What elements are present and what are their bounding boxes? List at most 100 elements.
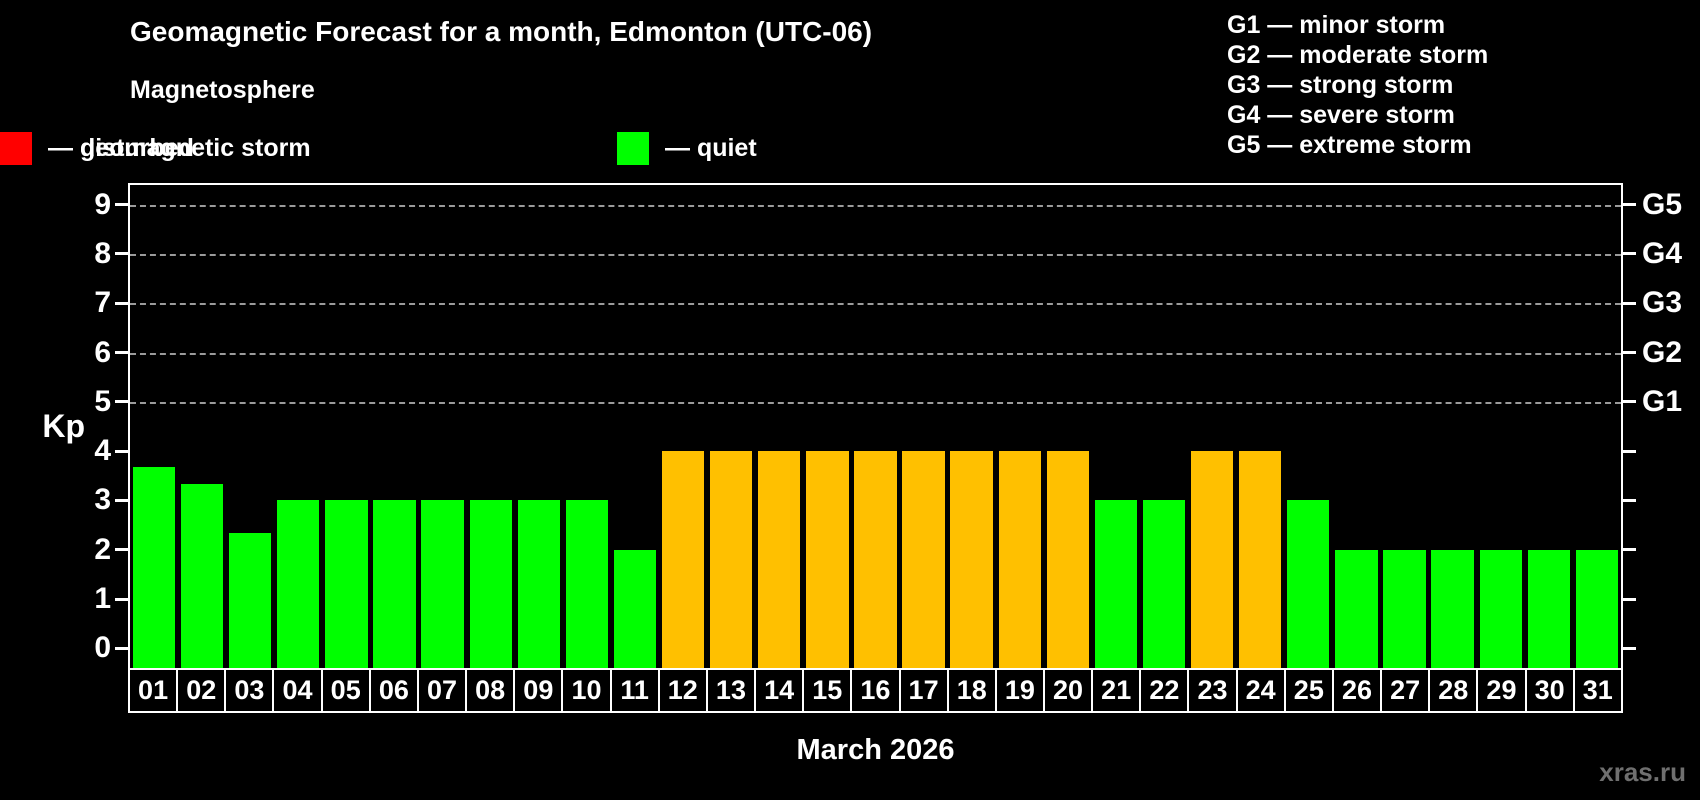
day-label-07: 07 xyxy=(416,668,468,713)
day-label-05: 05 xyxy=(320,668,371,713)
day-label-20: 20 xyxy=(1042,668,1094,713)
bar-slot-14 xyxy=(755,185,803,668)
kp-bar-day-05 xyxy=(325,500,368,668)
day-label-16: 16 xyxy=(850,668,901,713)
day-label-29: 29 xyxy=(1476,668,1527,713)
bar-slot-21 xyxy=(1092,185,1140,668)
bar-slot-23 xyxy=(1188,185,1236,668)
bar-slot-07 xyxy=(419,185,467,668)
day-label-22: 22 xyxy=(1139,668,1190,713)
kp-bar-day-12 xyxy=(661,451,705,668)
right-tick-kp-9 xyxy=(1623,203,1636,207)
kp-bar-day-25 xyxy=(1287,500,1330,668)
day-label-08: 08 xyxy=(465,668,516,713)
left-tick-kp-0 xyxy=(115,646,128,650)
storm-scale-legend: G1 — minor storm G2 — moderate storm G3 … xyxy=(1227,10,1488,160)
right-axis-label-g2: G2 xyxy=(1642,335,1683,369)
plot-grid-layer: 0 1 2 3 4 5 6 7 8 9 G1 G2 G3 G4 G5 xyxy=(94,185,1682,668)
bar-slot-26 xyxy=(1332,185,1380,668)
kp-bar-day-17 xyxy=(902,451,945,668)
bar-slot-20 xyxy=(1044,185,1092,668)
day-label-13: 13 xyxy=(705,668,757,713)
right-tick-kp-0 xyxy=(1623,646,1636,650)
kp-bar-day-04 xyxy=(277,500,320,668)
left-tick-kp-7 xyxy=(115,301,128,305)
left-tick-kp-3 xyxy=(115,498,128,502)
bar-slot-13 xyxy=(707,185,755,668)
kp-bar-day-27 xyxy=(1383,549,1426,668)
day-label-25: 25 xyxy=(1283,668,1334,713)
kp-bar-day-30 xyxy=(1527,549,1570,668)
gridline-kp-5 xyxy=(130,401,1621,404)
bar-slot-22 xyxy=(1140,185,1188,668)
bar-slot-02 xyxy=(178,185,226,668)
kp-bar-day-07 xyxy=(421,500,464,668)
kp-bar-day-21 xyxy=(1094,500,1138,668)
kp-bar-day-31 xyxy=(1575,549,1618,668)
legend-item-quiet: — quiet xyxy=(617,132,757,165)
magnetosphere-label: Magnetosphere xyxy=(130,76,315,104)
gridline-kp-9 xyxy=(130,204,1621,207)
bar-slot-15 xyxy=(803,185,851,668)
legend-item-storm: — geomagnetic storm xyxy=(0,132,311,165)
right-tick-kp-4 xyxy=(1623,449,1636,453)
kp-bar-day-22 xyxy=(1142,500,1186,668)
right-axis-label-g3: G3 xyxy=(1642,286,1683,320)
bar-slot-09 xyxy=(515,185,563,668)
day-label-23: 23 xyxy=(1187,668,1238,713)
storm-color-swatch xyxy=(0,132,32,165)
bar-slot-28 xyxy=(1429,185,1477,668)
kp-bar-day-15 xyxy=(806,451,849,668)
left-tick-kp-5 xyxy=(115,400,128,404)
y-tick-label-2: 2 xyxy=(94,532,111,566)
day-label-17: 17 xyxy=(898,668,949,713)
y-tick-label-1: 1 xyxy=(94,582,111,615)
day-label-19: 19 xyxy=(994,668,1045,713)
kp-bar-day-09 xyxy=(517,500,560,668)
kp-bar-day-10 xyxy=(565,500,609,668)
y-tick-label-4: 4 xyxy=(94,434,111,468)
bar-slot-27 xyxy=(1380,185,1428,668)
day-label-10: 10 xyxy=(561,668,612,713)
left-tick-kp-8 xyxy=(115,252,128,256)
day-label-15: 15 xyxy=(802,668,853,713)
day-label-02: 02 xyxy=(176,668,227,713)
kp-bar-day-16 xyxy=(854,451,897,668)
kp-bar-day-18 xyxy=(950,451,993,668)
bar-slot-25 xyxy=(1284,185,1332,668)
storm-scale-g5: G5 — extreme storm xyxy=(1227,131,1472,159)
day-label-04: 04 xyxy=(272,668,323,713)
day-label-03: 03 xyxy=(224,668,275,713)
kp-bar-day-13 xyxy=(710,451,753,668)
day-label-27: 27 xyxy=(1380,668,1431,713)
bar-slot-01 xyxy=(130,185,178,668)
bar-slot-19 xyxy=(996,185,1044,668)
left-tick-kp-6 xyxy=(115,351,128,355)
right-tick-kp-3 xyxy=(1623,498,1636,502)
day-label-11: 11 xyxy=(609,668,660,713)
x-axis-day-labels: 01 02 03 04 05 06 07 08 09 10 11 12 13 14 15 16 17 18 19 20… xyxy=(128,668,1623,713)
kp-bar-day-20 xyxy=(1046,451,1089,668)
bar-slot-06 xyxy=(370,185,418,668)
day-label-26: 26 xyxy=(1331,668,1383,713)
day-label-30: 30 xyxy=(1524,668,1575,713)
chart-title: Geomagnetic Forecast for a month, Edmont… xyxy=(130,16,873,47)
left-tick-kp-2 xyxy=(115,548,128,552)
quiet-color-swatch xyxy=(617,132,649,165)
y-tick-label-5: 5 xyxy=(94,384,111,418)
bar-slot-05 xyxy=(322,185,370,668)
storm-scale-g4: G4 — severe storm xyxy=(1227,101,1455,129)
day-label-06: 06 xyxy=(368,668,419,713)
kp-bar-day-19 xyxy=(998,451,1041,668)
day-label-24: 24 xyxy=(1235,668,1286,713)
day-label-18: 18 xyxy=(946,668,997,713)
kp-bar-day-03 xyxy=(229,533,272,668)
day-label-28: 28 xyxy=(1428,668,1479,713)
bar-slot-12 xyxy=(659,185,707,668)
kp-bar-day-14 xyxy=(758,451,801,668)
bar-slot-29 xyxy=(1477,185,1525,668)
kp-bar-day-11 xyxy=(613,549,657,668)
storm-scale-g2: G2 — moderate storm xyxy=(1227,41,1489,69)
right-axis-label-g4: G4 xyxy=(1642,237,1683,270)
day-label-14: 14 xyxy=(754,668,805,713)
